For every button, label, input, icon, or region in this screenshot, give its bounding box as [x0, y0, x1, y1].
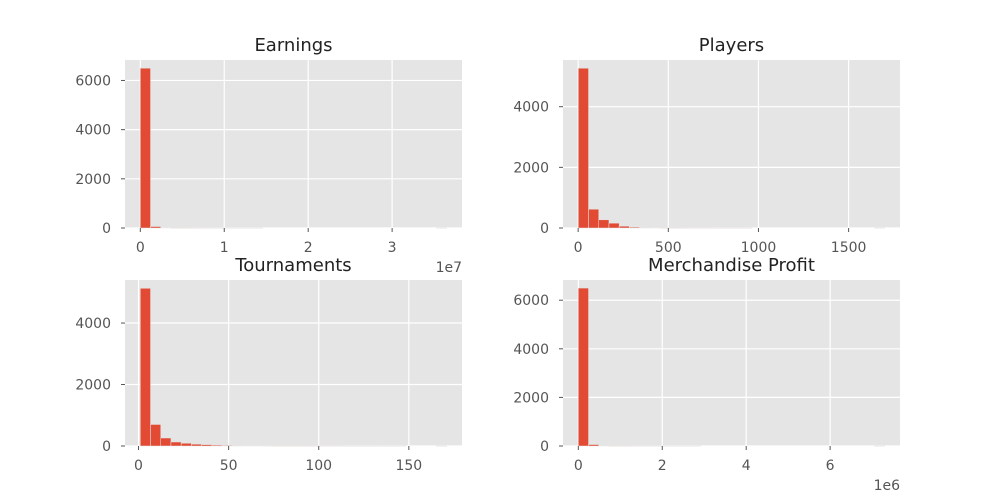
earnings-x-tick-label: 2	[304, 240, 313, 256]
panel-earnings: 0 1 2 3 0 2000 4000 6000 Earnings 1e7	[75, 35, 462, 276]
merchandise-profit-title: Merchandise Profit	[648, 255, 815, 276]
merchandise-profit-x-tick-label: 2	[658, 458, 667, 474]
players-bar	[578, 67, 589, 229]
merchandise-profit-bar	[588, 444, 599, 447]
earnings-title: Earnings	[254, 35, 332, 56]
players-x-tick-label: 0	[574, 240, 583, 256]
tournaments-bar	[140, 288, 151, 447]
players-x-tick-label: 1000	[741, 240, 777, 256]
tournaments-y-tick-label: 2000	[75, 378, 111, 394]
earnings-y-tick-label: 2000	[75, 172, 111, 188]
players-title: Players	[699, 35, 764, 56]
earnings-bar	[140, 67, 151, 229]
merchandise-profit-x-tick-label: 0	[574, 458, 583, 474]
players-bar	[598, 219, 610, 229]
tournaments-bar	[160, 437, 172, 447]
tournaments-x-tick-label: 0	[134, 458, 143, 474]
players-bar	[588, 208, 599, 229]
merchandise-profit-y-tick-label: 6000	[513, 293, 549, 309]
tournaments-plot-area	[125, 280, 462, 446]
players-x-tick-label: 1500	[831, 240, 867, 256]
merchandise-profit-bar	[578, 287, 589, 447]
earnings-y-tick-label: 6000	[75, 73, 111, 89]
tournaments-bar	[170, 441, 182, 447]
merchandise-profit-y-tick-label: 4000	[513, 342, 549, 358]
tournaments-x-tick-label: 100	[305, 458, 332, 474]
players-plot-area	[563, 60, 900, 228]
earnings-x-tick-label: 3	[388, 240, 397, 256]
tournaments-bar	[221, 445, 233, 447]
tournaments-y-tick-label: 4000	[75, 316, 111, 332]
tournaments-x-tick-label: 150	[395, 458, 422, 474]
panel-merchandise-profit: 0 2 4 6 0 2000 4000 6000 Merchandise Profit 1e6	[513, 255, 900, 494]
tournaments-bar	[201, 444, 213, 447]
tournaments-bar	[150, 424, 161, 447]
merchandise-profit-x-tick-label: 4	[742, 458, 751, 474]
earnings-x-tick-label: 0	[136, 240, 145, 256]
earnings-x-tick-label: 1	[220, 240, 229, 256]
earnings-bar	[150, 226, 161, 229]
merchandise-profit-y-tick-label: 0	[540, 439, 549, 455]
players-y-tick-label: 2000	[513, 160, 549, 176]
tournaments-y-tick-label: 0	[102, 439, 111, 455]
tournaments-bar	[211, 444, 223, 447]
tournaments-bar	[180, 442, 192, 447]
players-x-tick-label: 500	[655, 240, 682, 256]
players-bar	[608, 222, 620, 229]
panel-players: 0 500 1000 1500 0 2000 4000 Players	[513, 35, 900, 256]
earnings-y-tick-label: 4000	[75, 123, 111, 139]
players-y-tick-label: 0	[540, 221, 549, 237]
merchandise-profit-x-offset-label: 1e6	[874, 478, 901, 494]
panel-tournaments: 0 50 100 150 0 2000 4000 Tournaments	[75, 255, 462, 474]
tournaments-x-tick-label: 50	[220, 458, 238, 474]
merchandise-profit-y-tick-label: 2000	[513, 390, 549, 406]
earnings-y-tick-label: 0	[102, 221, 111, 237]
players-bar	[629, 226, 640, 229]
earnings-x-offset-label: 1e7	[436, 260, 462, 276]
merchandise-profit-plot-area	[563, 280, 900, 446]
players-bar	[618, 225, 630, 229]
tournaments-bar	[191, 443, 202, 447]
earnings-plot-area	[125, 60, 462, 228]
players-y-tick-label: 4000	[513, 100, 549, 116]
merchandise-profit-x-tick-label: 6	[826, 458, 835, 474]
tournaments-title: Tournaments	[234, 255, 351, 276]
